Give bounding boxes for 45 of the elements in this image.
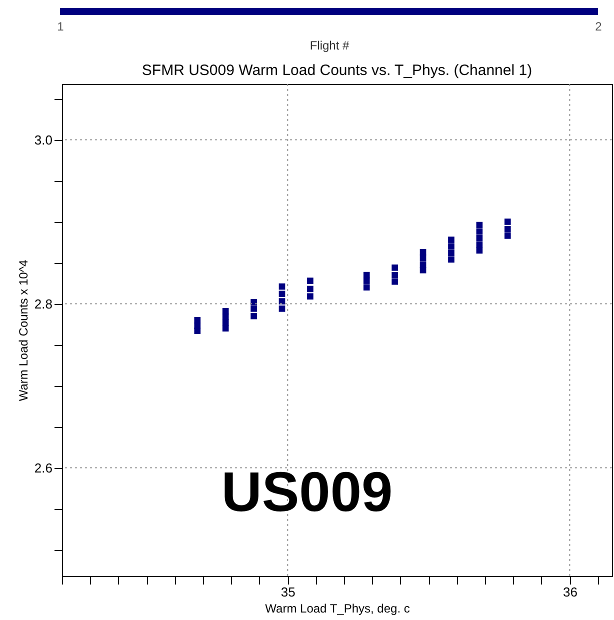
point bbox=[504, 226, 511, 232]
point bbox=[278, 298, 286, 304]
point bbox=[363, 284, 370, 291]
chart-title: SFMR US009 Warm Load Counts vs. T_Phys. (Channel 1) bbox=[142, 62, 532, 79]
point bbox=[194, 328, 201, 334]
point bbox=[476, 228, 483, 235]
point bbox=[420, 254, 426, 262]
x2-axis-title: Flight # bbox=[310, 38, 350, 52]
point bbox=[363, 278, 370, 284]
point bbox=[250, 298, 257, 306]
point bbox=[420, 261, 426, 268]
point bbox=[222, 314, 229, 320]
point bbox=[476, 222, 483, 228]
point bbox=[448, 256, 454, 263]
point bbox=[278, 283, 286, 290]
x2-tick-label: 1 bbox=[57, 20, 64, 34]
point bbox=[307, 278, 314, 284]
y-tick-label: 3.0 bbox=[34, 132, 52, 148]
point bbox=[476, 242, 483, 248]
point bbox=[504, 232, 511, 239]
point bbox=[250, 306, 257, 312]
x-axis-title: Warm Load T_Phys, deg. c bbox=[265, 602, 410, 616]
x-tick-label: 35 bbox=[280, 584, 296, 600]
point bbox=[392, 272, 398, 278]
point bbox=[278, 290, 286, 298]
x-tick-label: 36 bbox=[562, 584, 578, 600]
point bbox=[448, 236, 454, 243]
point bbox=[307, 293, 314, 300]
point bbox=[250, 312, 257, 320]
point bbox=[476, 247, 483, 254]
annotation: US009 bbox=[221, 460, 393, 523]
point bbox=[222, 325, 229, 332]
point bbox=[476, 235, 483, 242]
x2-tick-label: 2 bbox=[595, 20, 602, 34]
point bbox=[392, 278, 398, 285]
point bbox=[307, 286, 314, 292]
y-axis-title: Warm Load Counts x 10^4 bbox=[16, 260, 30, 402]
point bbox=[392, 264, 398, 271]
point bbox=[420, 266, 426, 274]
point bbox=[448, 250, 454, 256]
point bbox=[448, 243, 454, 250]
y-tick-label: 2.8 bbox=[34, 296, 52, 312]
point bbox=[504, 218, 511, 225]
y-tick-label: 2.6 bbox=[34, 460, 52, 476]
point bbox=[278, 306, 286, 312]
